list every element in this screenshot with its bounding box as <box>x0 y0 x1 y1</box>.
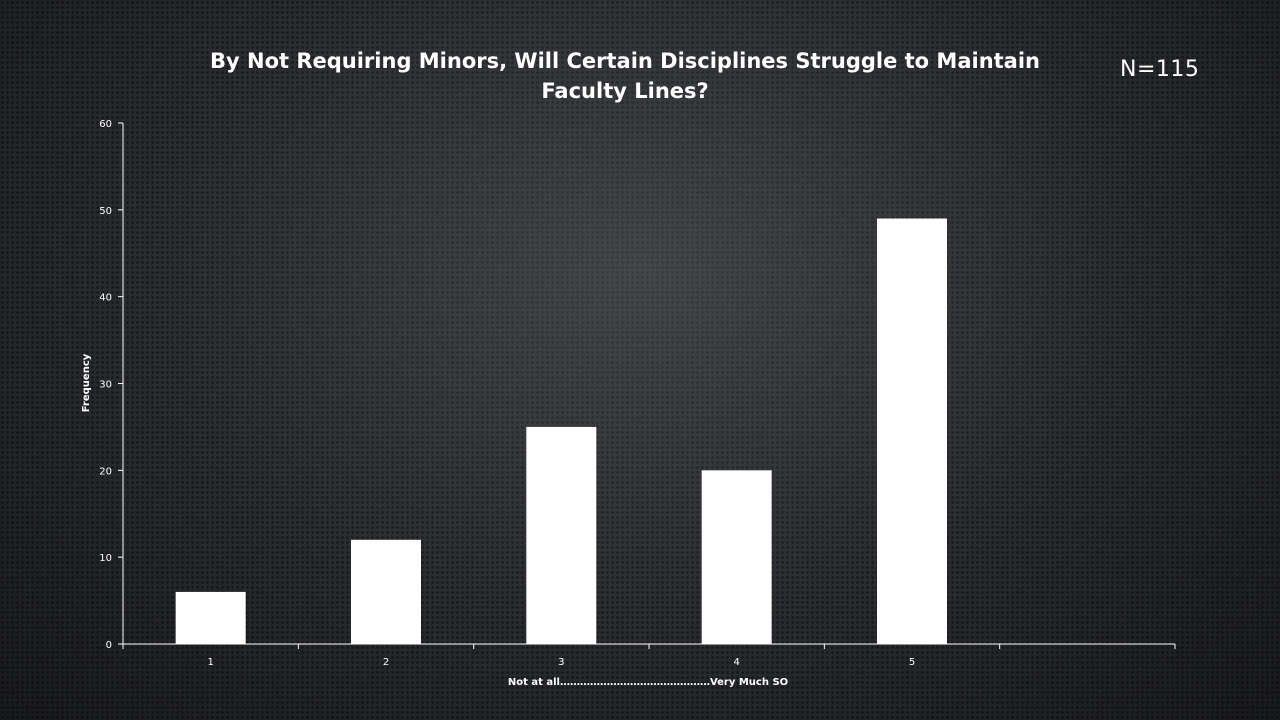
bar-5 <box>877 218 947 644</box>
x-axis-title: Not at all………………………………………Very Much SO <box>508 677 788 688</box>
y-tick-label-60: 60 <box>99 119 112 130</box>
bars-layer <box>175 218 947 644</box>
y-axis-title: Frequency <box>81 353 92 412</box>
x-tick-label-5: 5 <box>909 657 915 668</box>
axes-layer <box>118 122 1176 649</box>
y-tick-label-40: 40 <box>99 293 112 304</box>
sample-size-annotation: N=115 <box>1120 57 1200 82</box>
x-tick-label-1: 1 <box>207 657 213 668</box>
bar-2 <box>351 539 421 644</box>
bar-1 <box>175 591 246 644</box>
chart-title: By Not Requiring Minors, Will Certain Di… <box>209 49 1040 103</box>
y-tick-label-50: 50 <box>99 206 112 217</box>
bar-4 <box>701 470 772 644</box>
y-tick-label-10: 10 <box>99 553 112 564</box>
y-tick-label-0: 0 <box>106 640 112 651</box>
x-tick-label-2: 2 <box>383 657 389 668</box>
y-tick-label-20: 20 <box>99 466 112 477</box>
y-tick-label-30: 30 <box>99 380 112 391</box>
x-tick-label-4: 4 <box>733 657 739 668</box>
bar-3 <box>526 426 597 644</box>
x-tick-label-3: 3 <box>558 657 564 668</box>
labels-layer: 0 10 20 30 40 50 60 1 2 3 4 5 <box>99 119 915 668</box>
